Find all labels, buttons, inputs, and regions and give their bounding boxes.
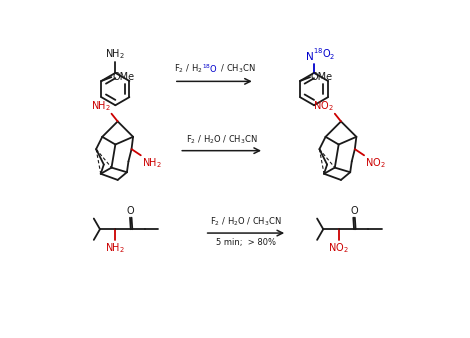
Text: 5 min;  > 80%: 5 min; > 80% [216, 238, 276, 247]
Text: $^{18}$O: $^{18}$O [203, 63, 218, 75]
Text: O: O [127, 206, 134, 216]
Text: OMe: OMe [112, 72, 134, 82]
Text: N: N [306, 52, 313, 62]
Text: OMe: OMe [311, 72, 333, 82]
Text: NO$_2$: NO$_2$ [365, 156, 385, 170]
Text: NH$_2$: NH$_2$ [105, 241, 125, 255]
Text: NO$_2$: NO$_2$ [313, 99, 334, 113]
Text: / CH$_3$CN: / CH$_3$CN [218, 63, 256, 75]
Text: F$_2$ / H$_2$: F$_2$ / H$_2$ [174, 63, 203, 75]
Text: F$_2$ / H$_2$O / CH$_3$CN: F$_2$ / H$_2$O / CH$_3$CN [210, 216, 282, 228]
Text: F$_2$ / H$_2$O / CH$_3$CN: F$_2$ / H$_2$O / CH$_3$CN [186, 134, 258, 146]
Text: $^{18}$O$_2$: $^{18}$O$_2$ [313, 47, 336, 62]
Text: NH$_2$: NH$_2$ [91, 99, 111, 113]
Text: NH$_2$: NH$_2$ [141, 156, 162, 170]
Text: NH$_2$: NH$_2$ [105, 48, 125, 62]
Text: O: O [350, 206, 358, 216]
Text: NO$_2$: NO$_2$ [329, 241, 349, 255]
